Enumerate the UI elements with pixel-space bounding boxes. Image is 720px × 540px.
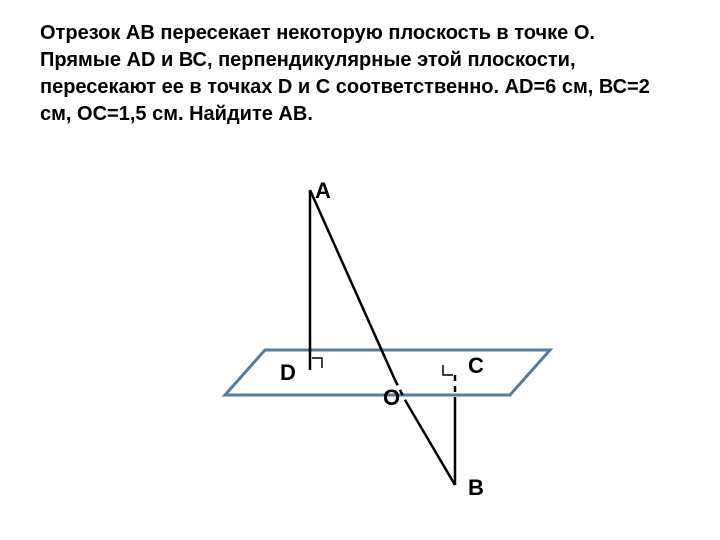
segment-B-tail [405,400,455,485]
label-O: О [383,385,400,411]
right-angle-C [443,365,453,375]
label-B: В [468,475,484,501]
geometry-diagram: А D О С В [200,175,600,515]
label-A: А [315,178,331,204]
problem-statement: Отрезок АВ пересекает некоторую плоскост… [40,20,660,128]
label-D: D [280,360,296,386]
label-C: С [468,353,484,379]
right-angle-D [312,358,322,368]
